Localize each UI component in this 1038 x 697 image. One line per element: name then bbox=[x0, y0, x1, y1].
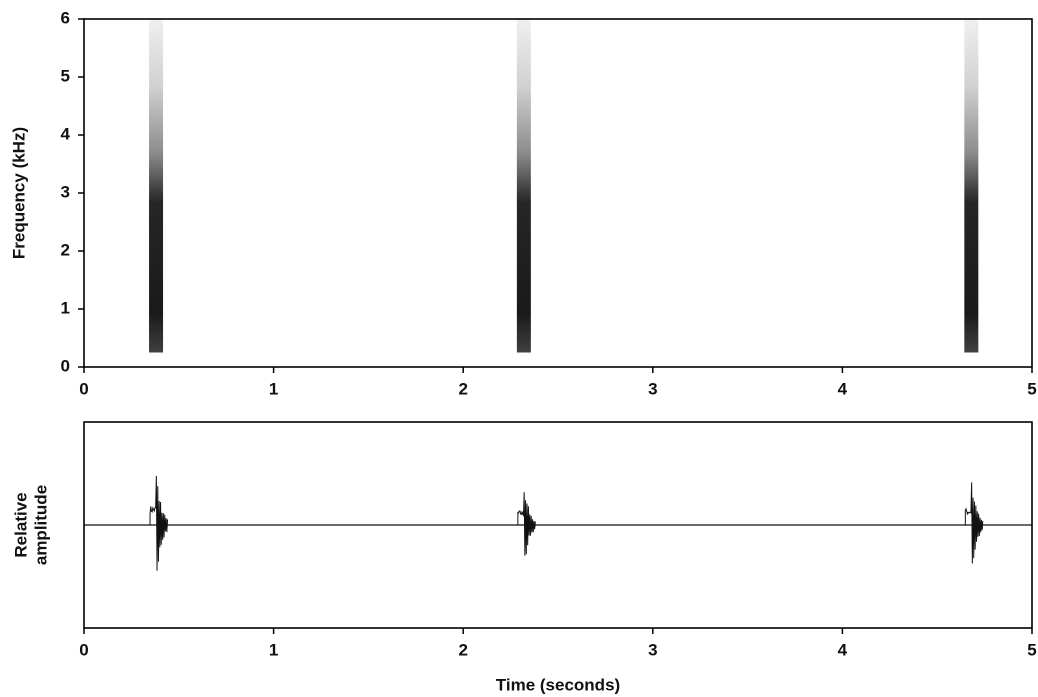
x-axis-label: Time (seconds) bbox=[496, 675, 620, 694]
x-tick-label: 1 bbox=[269, 379, 278, 398]
call-burst bbox=[149, 475, 169, 571]
call-energy bbox=[149, 19, 164, 353]
x-tick-label: 0 bbox=[79, 379, 88, 398]
plot-frame bbox=[83, 18, 1033, 368]
y-tick-label: 2 bbox=[61, 240, 70, 259]
plot-frame bbox=[83, 421, 1033, 629]
x-tick-label: 4 bbox=[838, 379, 848, 398]
x-tick-label: 3 bbox=[648, 379, 657, 398]
x-tick-label: 5 bbox=[1027, 379, 1036, 398]
x-tick-label: 5 bbox=[1027, 640, 1036, 659]
call-energy bbox=[516, 19, 531, 353]
y-tick-label: 4 bbox=[61, 124, 71, 143]
y-tick-label: 3 bbox=[61, 182, 70, 201]
y-tick-label: 6 bbox=[61, 8, 70, 27]
y-axis-label: Frequency (kHz) bbox=[9, 127, 28, 259]
x-tick-label: 2 bbox=[458, 379, 467, 398]
x-tick-label: 3 bbox=[648, 640, 657, 659]
y-tick-label: 1 bbox=[61, 298, 70, 317]
y-tick-label: 0 bbox=[61, 356, 70, 375]
call-burst bbox=[517, 492, 536, 556]
y-axis-label: amplitude bbox=[31, 485, 50, 565]
x-tick-label: 0 bbox=[79, 640, 88, 659]
call-burst bbox=[964, 482, 984, 564]
x-tick-label: 2 bbox=[458, 640, 467, 659]
y-tick-label: 5 bbox=[61, 66, 70, 85]
x-tick-label: 1 bbox=[269, 640, 278, 659]
x-tick-label: 4 bbox=[838, 640, 848, 659]
y-axis-label: Relative bbox=[11, 492, 30, 557]
call-energy bbox=[964, 19, 979, 353]
